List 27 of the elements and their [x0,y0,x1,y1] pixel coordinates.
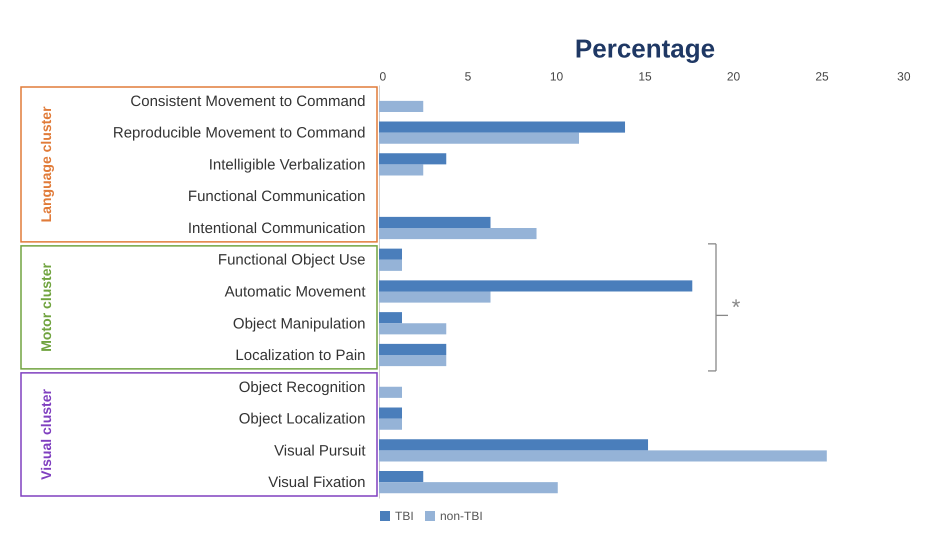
y-tick-label: Intentional Communication [188,220,366,237]
x-tick-label: 10 [550,70,564,84]
text: Visual cluster [38,388,54,480]
y-tick-label: Functional Object Use [218,252,366,269]
legend-label: non-TBI [440,509,483,523]
x-tick-label: 0 [380,70,386,84]
x-tick-label: 30 [897,70,911,84]
y-tick-label: Object Localization [238,410,366,428]
text: Language cluster [38,106,54,222]
y-tick-label: Functional Communication [188,188,366,206]
x-tick-label: 25 [815,70,829,84]
y-tick-label: Object Recognition [238,378,366,396]
x-tick-label: 15 [638,70,652,84]
x-tick-label: 5 [464,70,472,84]
annotation: * [732,294,741,320]
y-tick-label: Visual Fixation [268,474,366,492]
y-tick-label: Intelligible Verbalization [208,156,366,174]
y-tick-label: Localization to Pain [235,347,366,364]
y-tick-label: Object Manipulation [232,315,366,332]
text: Motor cluster [38,262,54,352]
legend-label: TBI [395,509,414,523]
y-tick-label: Automatic Movement [224,284,366,300]
y-tick-label: Consistent Movement to Command [130,92,366,110]
y-tick-label: Visual Pursuit [274,442,366,460]
x-axis-title: Percentage [574,34,716,64]
y-tick-label: Reproducible Movement to Command [112,124,366,142]
x-tick-label: 20 [726,70,740,84]
